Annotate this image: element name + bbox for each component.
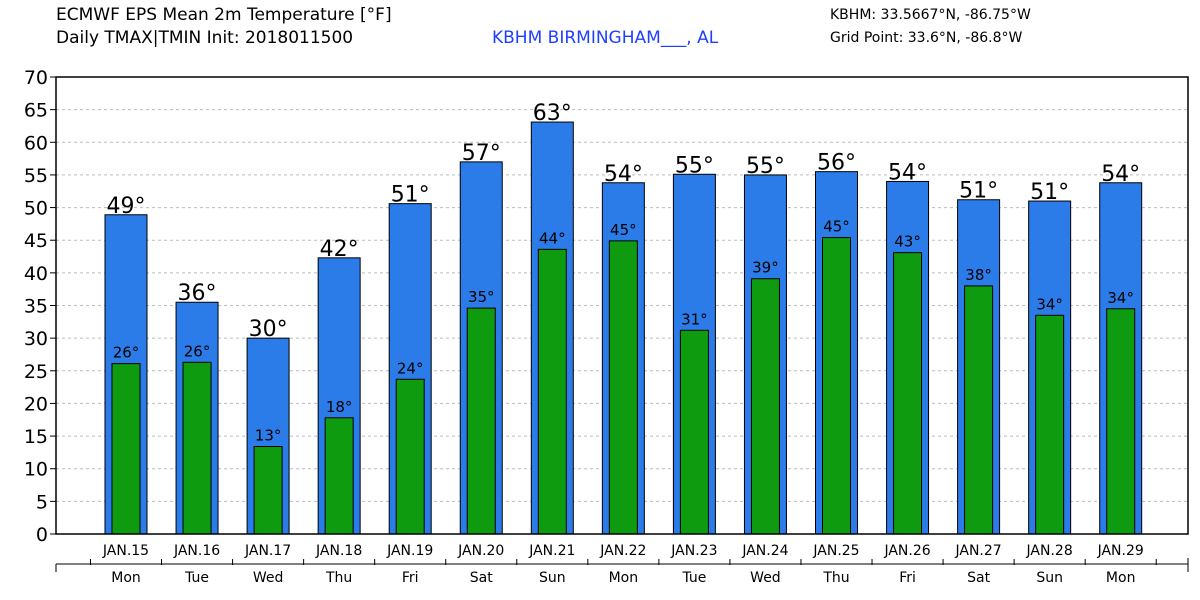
tmin-bar: [537, 248, 567, 535]
weekday-label: Tue: [184, 570, 209, 586]
weekday-label: Thu: [822, 570, 849, 586]
tmin-data-label: 35°: [468, 288, 495, 306]
weekday-label: Thu: [325, 570, 352, 586]
tmax-data-label: 54°: [604, 162, 643, 187]
tmin-data-label: 13°: [255, 427, 282, 445]
y-tick-label: 45: [24, 230, 48, 252]
tmin-bar: [182, 361, 212, 535]
weekday-label: Fri: [402, 570, 419, 586]
tmin-data-label: 45°: [823, 218, 850, 236]
y-tick-label: 35: [24, 296, 48, 318]
weekday-label: Mon: [111, 570, 141, 586]
weekday-label: Sun: [1036, 570, 1063, 586]
tmin-bar: [608, 240, 638, 535]
y-tick-label: 0: [36, 524, 48, 546]
tmax-data-label: 51°: [959, 179, 998, 204]
tmin-data-label: 34°: [1036, 295, 1063, 313]
tmin-data-label: 18°: [326, 398, 353, 416]
tmin-bar: [1035, 314, 1065, 535]
x-tick-label: JAN.15: [102, 543, 149, 559]
tmax-data-label: 51°: [1030, 180, 1069, 205]
weekday-label: Wed: [750, 570, 781, 586]
x-tick-label: JAN.18: [315, 543, 362, 559]
tmax-data-label: 36°: [178, 281, 217, 306]
tmax-data-label: 63°: [533, 101, 572, 126]
tmax-data-label: 55°: [675, 153, 714, 178]
tmax-data-label: 49°: [107, 194, 146, 219]
y-tick-label: 55: [24, 165, 48, 187]
x-tick-label: JAN.24: [741, 543, 788, 559]
y-tick-label: 15: [24, 426, 48, 448]
tmax-data-label: 30°: [249, 317, 288, 342]
tmin-data-label: 38°: [965, 266, 992, 284]
tmax-data-label: 56°: [817, 151, 856, 176]
x-tick-label: JAN.26: [883, 543, 930, 559]
weekday-label: Tue: [681, 570, 706, 586]
plot-frame: [55, 76, 1189, 535]
x-tick-label: JAN.25: [812, 543, 859, 559]
tmin-data-label: 44°: [539, 229, 566, 247]
weekday-label: Wed: [253, 570, 284, 586]
x-tick-label: JAN.16: [173, 543, 220, 559]
tmin-data-label: 26°: [184, 342, 211, 360]
y-tick-label: 40: [24, 263, 48, 285]
y-tick-label: 5: [36, 491, 48, 513]
y-tick-label: 65: [24, 100, 48, 122]
tmin-data-label: 31°: [681, 310, 708, 328]
grid-point-coordinates: Grid Point: 33.6°N, -86.8°W: [830, 30, 1023, 46]
tmin-bar: [1106, 308, 1136, 535]
tmin-data-label: 34°: [1107, 289, 1134, 307]
weekday-label: Sat: [967, 570, 990, 586]
x-tick-label: JAN.27: [954, 543, 1001, 559]
tmax-data-label: 54°: [1101, 162, 1140, 187]
x-tick-label: JAN.29: [1097, 543, 1144, 559]
tmin-bar: [679, 329, 709, 535]
y-tick-label: 50: [24, 198, 48, 220]
tmin-data-label: 26°: [113, 344, 140, 362]
tmax-data-label: 51°: [391, 183, 430, 208]
tmax-data-label: 55°: [746, 154, 785, 179]
x-tick-label: JAN.23: [670, 543, 717, 559]
weekday-label: Mon: [1106, 570, 1136, 586]
y-tick-label: 30: [24, 328, 48, 350]
tmin-data-label: 43°: [894, 233, 921, 251]
weekday-label: Sun: [539, 570, 566, 586]
weekday-label: Mon: [609, 570, 639, 586]
tmax-data-label: 42°: [320, 237, 359, 262]
weekday-label: Sat: [470, 570, 493, 586]
tmax-data-label: 54°: [888, 160, 927, 185]
x-tick-label: JAN.22: [599, 543, 646, 559]
chart-subtitle: Daily TMAX|TMIN Init: 2018011500: [56, 28, 354, 48]
x-tick-label: JAN.19: [386, 543, 433, 559]
y-tick-label: 60: [24, 132, 48, 154]
tmax-data-label: 57°: [462, 141, 501, 166]
tmin-bar: [893, 252, 923, 535]
chart-title: ECMWF EPS Mean 2m Temperature [°F]: [56, 5, 392, 25]
tmin-data-label: 39°: [752, 259, 779, 277]
weekday-label: Fri: [899, 570, 916, 586]
x-tick-label: JAN.28: [1026, 543, 1073, 559]
x-tick-label: JAN.20: [457, 543, 504, 559]
station-coordinates: KBHM: 33.5667°N, -86.75°W: [830, 7, 1031, 23]
tmin-bar: [964, 285, 994, 535]
y-tick-label: 10: [24, 459, 48, 481]
tmin-data-label: 24°: [397, 359, 424, 377]
station-name: KBHM BIRMINGHAM___, AL: [492, 28, 719, 48]
tmin-bar: [324, 417, 354, 535]
y-tick-label: 20: [24, 393, 48, 415]
tmin-data-label: 45°: [610, 221, 637, 239]
tmin-bar: [466, 307, 496, 535]
tmin-bar: [395, 378, 425, 535]
x-tick-label: JAN.17: [244, 543, 291, 559]
y-tick-label: 25: [24, 361, 48, 383]
tmin-bar: [111, 363, 141, 535]
x-tick-label: JAN.21: [528, 543, 575, 559]
tmin-bar: [750, 278, 780, 535]
tmin-bar: [822, 237, 851, 535]
tmin-bar: [253, 446, 283, 535]
y-tick-label: 70: [24, 67, 48, 89]
